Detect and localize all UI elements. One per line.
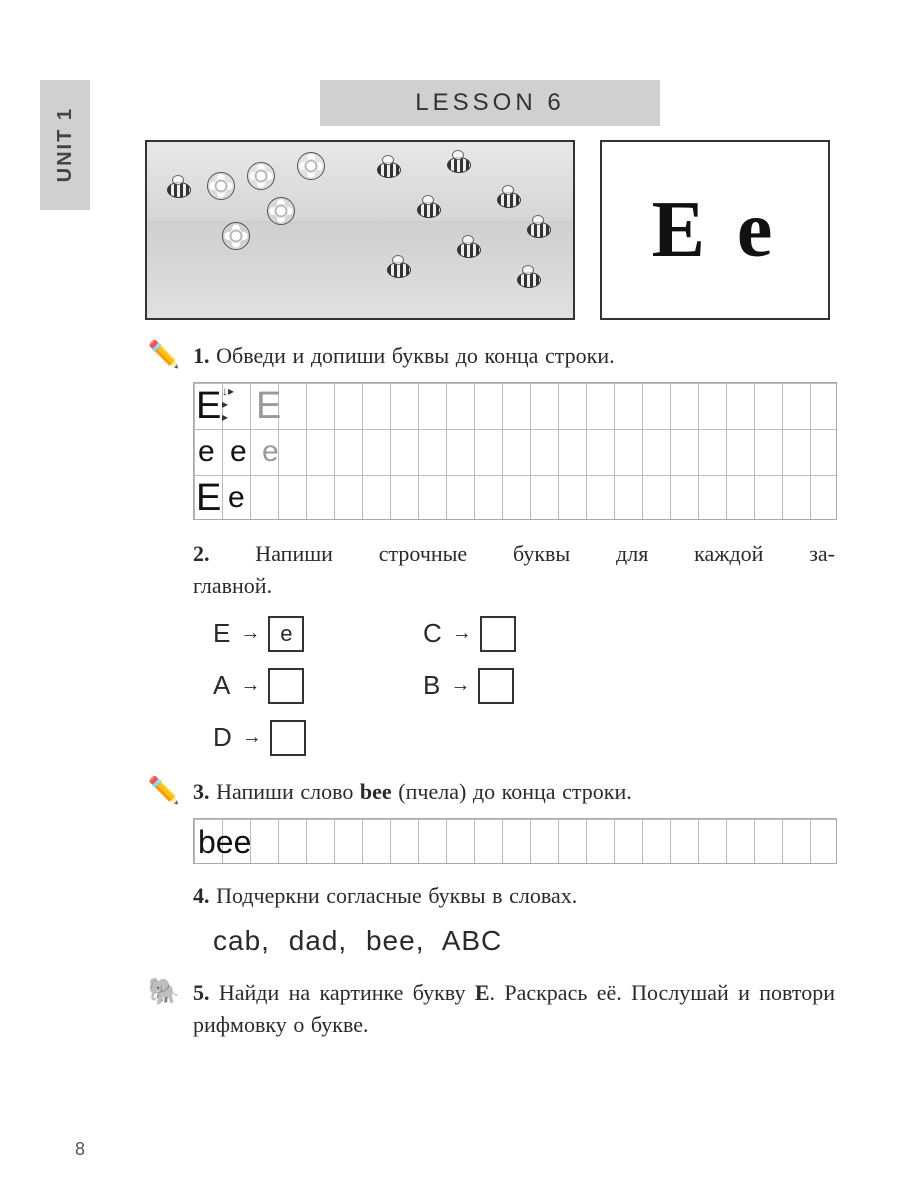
capital-letter: E xyxy=(213,618,230,649)
pencil-icon: ✏️ xyxy=(145,336,183,374)
words-line[interactable]: cab, dad, bee, ABC xyxy=(213,925,835,957)
capital-letter: D xyxy=(213,722,232,753)
letter-pairs: E→e C→ A→ B→ D→ xyxy=(213,616,835,756)
pair-B: B→ xyxy=(423,668,633,704)
pencil-icon: ✏️ xyxy=(145,772,183,810)
answer-box[interactable] xyxy=(270,720,306,756)
unit-tab: UNIT 1 xyxy=(40,80,90,210)
traced-letter: e xyxy=(198,429,215,475)
traced-letter: E xyxy=(196,475,221,521)
page-number: 8 xyxy=(75,1139,85,1160)
exercise-number: 5. xyxy=(193,980,210,1005)
exercise-text: Найди на картинке букву E. Раскрась её. … xyxy=(193,980,835,1037)
traced-letter: e xyxy=(230,429,247,475)
traced-letter: E xyxy=(196,383,221,429)
arrow-icon: → xyxy=(240,674,258,697)
header-images: E e xyxy=(145,140,830,320)
tracing-grid-bee[interactable]: bee xyxy=(193,818,837,864)
illustration-flowers-bees xyxy=(145,140,575,320)
exercise-1: ✏️ 1. Обведи и допиши буквы до конца стр… xyxy=(145,340,835,520)
exercise-2: • 2. Напиши строчные буквы для каждой за… xyxy=(145,538,835,756)
traced-letter-faded: e xyxy=(262,429,279,475)
letter-display-box: E e xyxy=(600,140,830,320)
exercise-number: 4. xyxy=(193,883,210,908)
tracing-grid[interactable]: E ↓▸▸▸ E e e e E e xyxy=(193,382,837,520)
traced-word: bee xyxy=(198,819,251,865)
exercise-text-line2: главной. xyxy=(193,570,835,602)
elephant-icon: 🐘 xyxy=(145,973,183,1011)
capital-letter: C xyxy=(423,618,442,649)
arrow-icon: → xyxy=(242,726,260,749)
unit-label: UNIT 1 xyxy=(54,107,77,182)
capital-letter: A xyxy=(213,670,230,701)
capital-letter: B xyxy=(423,670,440,701)
arrow-icon: → xyxy=(240,622,258,645)
pair-C: C→ xyxy=(423,616,633,652)
traced-letter: e xyxy=(228,475,245,521)
exercise-number: 1. xyxy=(193,343,210,368)
pair-A: A→ xyxy=(213,668,423,704)
stroke-arrows-icon: ↓▸▸▸ xyxy=(222,385,234,425)
answer-box[interactable] xyxy=(478,668,514,704)
traced-letter-faded: E xyxy=(256,383,281,429)
exercise-number: 3. xyxy=(193,779,210,804)
content-area: ✏️ 1. Обведи и допиши буквы до конца стр… xyxy=(145,340,835,1051)
exercise-4: • 4. Подчеркни согласные буквы в словах.… xyxy=(145,880,835,958)
lesson-title: LESSON 6 xyxy=(320,80,660,126)
exercise-text: Обведи и допиши буквы до конца строки. xyxy=(216,343,615,368)
pair-E: E → e xyxy=(213,616,423,652)
arrow-icon: → xyxy=(450,674,468,697)
exercise-3: ✏️ 3. Напиши слово bee (пчела) до конца … xyxy=(145,776,835,864)
pair-D: D→ xyxy=(213,720,423,756)
answer-box[interactable] xyxy=(268,668,304,704)
arrow-icon: → xyxy=(452,622,470,645)
exercise-number: 2. xyxy=(193,541,210,566)
answer-box[interactable] xyxy=(480,616,516,652)
exercise-text: Подчеркни согласные буквы в словах. xyxy=(216,883,577,908)
answer-box[interactable]: e xyxy=(268,616,304,652)
exercise-5: 🐘 5. Найди на картинке букву E. Раскрась… xyxy=(145,977,835,1041)
exercise-text: Напиши слово bee (пчела) до конца строки… xyxy=(216,779,632,804)
